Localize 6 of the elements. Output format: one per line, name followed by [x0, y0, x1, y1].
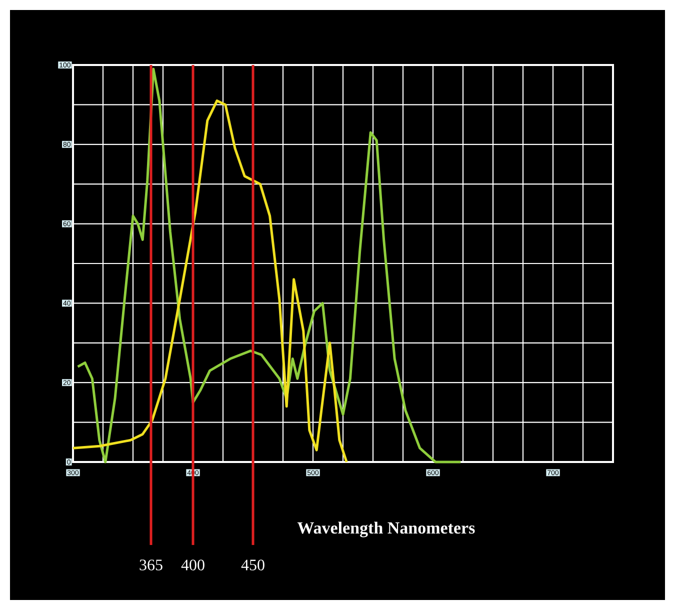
ref-line-label: 400 — [181, 560, 204, 570]
line-series — [72, 99, 348, 464]
ref-line-label: 365 — [140, 560, 162, 570]
x-axis-title: Wavelength Nanometers — [297, 522, 475, 538]
line-series — [76, 68, 462, 464]
ref-line-label: 450 — [241, 560, 264, 570]
